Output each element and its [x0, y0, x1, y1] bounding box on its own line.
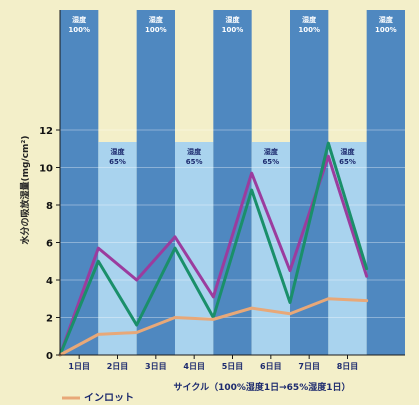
band-label-3-line-1: 湿度 — [149, 15, 164, 24]
x-tick-label-4: 4日目 — [183, 362, 205, 371]
legend-label-series-3: インロット — [84, 392, 134, 401]
band-label-8-line-1: 湿度 — [341, 147, 356, 156]
band-7 — [290, 10, 328, 355]
x-tick-label-2: 2日目 — [107, 362, 129, 371]
band-9 — [367, 10, 405, 355]
y-tick-label-3: 4 — [46, 276, 53, 287]
x-tick-label-7: 7日目 — [298, 362, 320, 371]
band-label-3-line-2: 100% — [145, 26, 167, 34]
band-label-1-line-2: 100% — [68, 26, 90, 34]
y-tick-label-5: 8 — [46, 201, 53, 212]
y-axis-label: 水分の吸放湿量(mg/cm²) — [19, 136, 31, 245]
band-label-9-line-1: 湿度 — [379, 15, 394, 24]
x-tick-label-5: 5日目 — [222, 362, 244, 371]
band-label-5-line-1: 湿度 — [226, 15, 241, 24]
x-tick-label-1: 1日目 — [68, 362, 90, 371]
x-tick-label-3: 3日目 — [145, 362, 167, 371]
x-tick-label-6: 6日目 — [260, 362, 282, 371]
y-tick-label-6: 10 — [39, 164, 53, 175]
y-tick-label-7: 12 — [39, 126, 53, 137]
x-axis-label: サイクル（100%湿度1日→65%湿度1日） — [174, 381, 351, 393]
band-label-6-line-1: 湿度 — [264, 147, 279, 156]
band-label-5-line-2: 100% — [222, 26, 244, 34]
band-label-2-line-1: 湿度 — [111, 147, 126, 156]
band-label-4-line-1: 湿度 — [187, 147, 202, 156]
band-label-4-line-2: 65% — [186, 158, 203, 166]
band-2 — [98, 142, 136, 355]
x-tick-label-8: 8日目 — [337, 362, 359, 371]
band-label-9-line-2: 100% — [375, 26, 397, 34]
y-tick-label-4: 6 — [46, 239, 53, 250]
y-tick-label-2: 2 — [46, 314, 53, 325]
y-tick-label-1: 0 — [46, 351, 53, 362]
band-label-1-line-1: 湿度 — [72, 15, 87, 24]
band-label-7-line-1: 湿度 — [302, 15, 317, 24]
band-label-7-line-2: 100% — [298, 26, 320, 34]
band-label-8-line-2: 65% — [339, 158, 356, 166]
band-label-2-line-2: 65% — [109, 158, 126, 166]
band-3 — [137, 10, 175, 355]
band-label-6-line-2: 65% — [262, 158, 279, 166]
